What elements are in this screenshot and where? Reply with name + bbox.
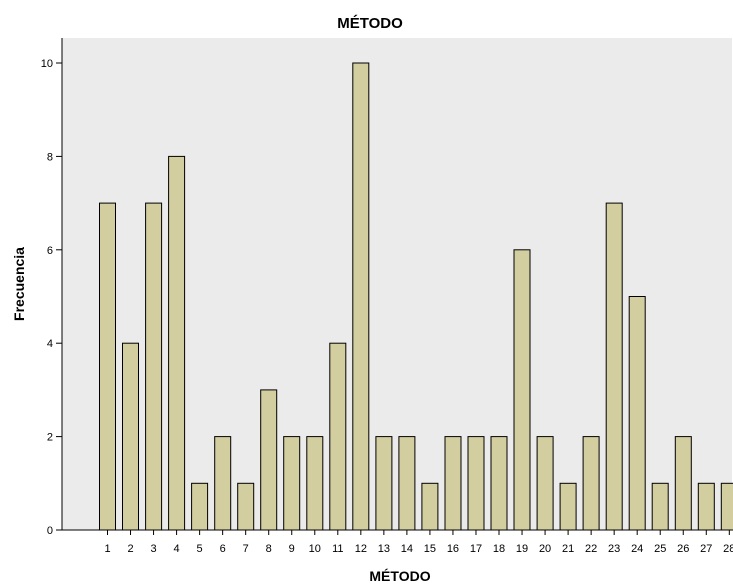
x-tick-label-27: 27	[700, 543, 712, 555]
y-tick-label-6: 6	[47, 245, 53, 257]
bar-10	[306, 436, 324, 531]
bar-8	[260, 389, 278, 531]
x-tick-label-1: 1	[104, 543, 110, 555]
bar-5	[191, 482, 209, 531]
bar-15	[421, 482, 439, 531]
x-tick-label-11: 11	[332, 543, 343, 555]
y-ticks-group: 0 2 4 6 8 10	[41, 58, 62, 537]
x-tick-label-26: 26	[677, 543, 689, 555]
x-tick-label-17: 17	[470, 543, 482, 555]
x-tick-label-13: 13	[378, 543, 390, 555]
y-tick-label-10: 10	[41, 58, 53, 70]
bar-9	[283, 436, 301, 531]
bar-19	[513, 249, 531, 531]
bar-14	[398, 436, 416, 531]
bar-11	[329, 342, 347, 531]
x-tick-label-5: 5	[197, 543, 203, 555]
bar-28	[720, 482, 733, 531]
x-tick-label-2: 2	[127, 543, 133, 555]
x-tick-label-19: 19	[516, 543, 528, 555]
y-tick-label-0: 0	[47, 525, 53, 537]
x-tick-label-22: 22	[585, 543, 597, 555]
x-tick-label-21: 21	[562, 543, 574, 555]
bar-16	[444, 436, 462, 531]
bar-1	[99, 202, 116, 531]
x-tick-label-14: 14	[401, 543, 413, 555]
x-tick-label-28: 28	[723, 543, 733, 555]
bar-3	[145, 202, 163, 531]
bar-6	[214, 436, 232, 531]
y-axis-label: Frecuencia	[11, 247, 27, 321]
x-tick-label-4: 4	[174, 543, 180, 555]
x-tick-label-3: 3	[150, 543, 156, 555]
x-axis-label: MÉTODO	[369, 568, 430, 584]
bar-21	[559, 482, 577, 531]
bar-17	[467, 436, 485, 531]
bar-26	[674, 436, 692, 531]
x-tick-label-25: 25	[654, 543, 666, 555]
x-tick-label-10: 10	[309, 543, 321, 555]
bar-4	[168, 155, 186, 531]
bar-7	[237, 482, 255, 531]
chart-title: MÉTODO	[337, 15, 403, 32]
bar-12	[352, 62, 370, 531]
x-tick-label-23: 23	[608, 543, 620, 555]
x-tick-label-12: 12	[355, 543, 367, 555]
bar-18	[490, 436, 508, 531]
bar-20	[536, 436, 554, 531]
bar-25	[651, 482, 669, 531]
x-tick-label-7: 7	[243, 543, 249, 555]
x-tick-label-18: 18	[493, 543, 505, 555]
y-tick-label-2: 2	[47, 432, 53, 444]
y-tick-label-8: 8	[47, 151, 53, 163]
bar-13	[375, 436, 393, 531]
x-tick-label-16: 16	[447, 543, 459, 555]
x-tick-label-24: 24	[631, 543, 643, 555]
x-tick-label-6: 6	[220, 543, 226, 555]
bar-2	[122, 342, 139, 531]
bar-23	[605, 202, 623, 531]
x-tick-label-8: 8	[266, 543, 272, 555]
x-tick-label-15: 15	[424, 543, 436, 555]
x-ticks-group: 1 2 3 4 5 6 7 8 9 10 11 12 13 14 15 16 17 18 19 20 21 22 23 24 2…	[104, 530, 733, 555]
y-tick-label-4: 4	[47, 338, 53, 350]
bar-24	[628, 296, 646, 531]
x-tick-label-9: 9	[289, 543, 295, 555]
bar-22	[582, 436, 600, 531]
x-tick-label-20: 20	[539, 543, 551, 555]
bar-27	[697, 482, 715, 531]
